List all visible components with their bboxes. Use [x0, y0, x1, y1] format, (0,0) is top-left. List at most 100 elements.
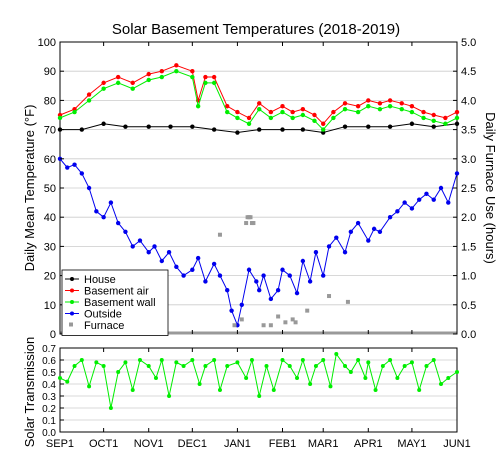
outside-point: [146, 250, 151, 255]
house-point: [190, 124, 195, 129]
furnace-point: [232, 323, 237, 328]
x-tick-label: JUN1: [443, 438, 471, 450]
legend-label: Outside: [84, 309, 122, 321]
basement-air-point: [203, 74, 208, 80]
basement-air-point: [101, 80, 106, 86]
basement-wall-point: [431, 118, 436, 124]
house-point: [146, 124, 151, 129]
y2-tick-label: 0.0: [461, 329, 476, 341]
furnace-point: [276, 314, 281, 319]
basement-air-point: [190, 69, 195, 74]
bottom-series-group: [58, 352, 459, 410]
basement-wall-point: [300, 112, 306, 118]
basement-wall-point: [443, 121, 448, 126]
bottom-y-tick-label: 0.6: [42, 356, 56, 367]
x-tick-label: APR1: [354, 438, 383, 450]
basement-wall-point: [246, 121, 252, 126]
bottom-y-tick-label: 0.2: [42, 404, 56, 415]
basement-air-point: [312, 112, 317, 118]
outside-point: [239, 302, 244, 307]
solar-transmission-point: [217, 388, 222, 392]
basement-air-point: [342, 101, 348, 106]
outside-point: [246, 267, 252, 272]
outside-point: [94, 209, 99, 214]
basement-wall-point: [355, 109, 361, 115]
y2-tick-label: 5.0: [461, 37, 476, 49]
house-point: [280, 127, 285, 132]
basement-wall-point: [342, 106, 348, 112]
outside-point: [217, 273, 223, 278]
legend-label: Basement wall: [84, 297, 156, 309]
basement-air-point: [290, 109, 295, 115]
house-point: [79, 127, 85, 132]
basement-air-point: [86, 92, 92, 97]
outside-point: [300, 258, 306, 264]
solar-transmission-point: [366, 360, 371, 365]
y2-tick-label: 2.0: [461, 212, 476, 224]
solar-transmission-point: [244, 376, 249, 380]
furnace-point: [283, 320, 288, 325]
y2-axis-label: Daily Furnace Use (hours): [483, 112, 498, 264]
y-tick-label: 90: [44, 66, 56, 78]
solar-transmission-point: [159, 358, 164, 362]
legend-label: Basement air: [84, 286, 149, 298]
house-point: [235, 130, 240, 135]
basement-air-point: [246, 115, 252, 121]
y-tick-label: 50: [44, 183, 56, 195]
house-point: [387, 124, 393, 129]
basement-air-point: [431, 112, 436, 118]
basement-wall-point: [190, 74, 195, 80]
bottom-plot-frame: [59, 347, 458, 433]
x-tick-label: NOV1: [134, 438, 164, 450]
outside-point: [416, 197, 422, 202]
legend-box: [61, 269, 169, 336]
solar-transmission-point: [300, 358, 305, 362]
solar-transmission-point: [79, 358, 84, 362]
solar-transmission-point: [409, 360, 414, 365]
outside-point: [387, 215, 393, 220]
outside-point: [377, 229, 383, 234]
house-point: [257, 127, 262, 132]
solar-transmission-point: [212, 358, 217, 362]
outside-point: [371, 226, 377, 232]
y-tick-label: 0: [50, 329, 56, 341]
solar-transmission-point: [116, 370, 121, 374]
outside-point: [275, 288, 281, 293]
house-point: [211, 127, 217, 132]
outside-point: [152, 244, 157, 249]
solar-transmission-point: [153, 376, 158, 380]
solar-transmission-point: [101, 364, 106, 368]
y2-tick-label: 1.0: [461, 271, 476, 283]
outside-point: [268, 296, 274, 302]
outside-point: [203, 279, 208, 284]
solar-transmission-point: [72, 364, 77, 368]
outside-point: [402, 200, 407, 205]
solar-transmission-point: [402, 364, 407, 368]
bottom-y-axis-label: Solar Transmission: [22, 337, 37, 448]
basement-wall-point: [146, 77, 151, 83]
basement-wall-point: [211, 80, 217, 86]
solar-transmission-point: [348, 370, 353, 374]
bottom-y-tick-label: 0.1: [42, 416, 56, 427]
furnace-point: [217, 232, 222, 237]
solar-transmission-point: [146, 364, 151, 368]
house-point: [454, 121, 460, 126]
y-tick-label: 80: [44, 95, 56, 107]
basement-wall-point: [235, 115, 240, 121]
outside-point: [101, 215, 106, 220]
outside-point: [342, 250, 348, 255]
outside-point: [424, 191, 429, 197]
solar-transmission-point: [235, 360, 240, 365]
outside-point: [431, 197, 436, 202]
top-axes: 0 10 20 30 40 50 60 70 80 90 100 0.0 0.5 1.0 1.5 2.0 2.5…: [38, 37, 477, 341]
solar-transmission-point: [181, 364, 186, 368]
basement-air-point: [409, 104, 415, 109]
outside-point: [261, 273, 266, 278]
solar-transmission-point: [123, 360, 128, 365]
basement-air-point: [443, 115, 448, 121]
solar-transmission-point: [225, 364, 230, 368]
y-tick-label: 30: [44, 241, 56, 253]
legend-label: House: [84, 274, 116, 286]
solar-transmission-point: [308, 382, 313, 386]
outside-point: [326, 244, 332, 249]
